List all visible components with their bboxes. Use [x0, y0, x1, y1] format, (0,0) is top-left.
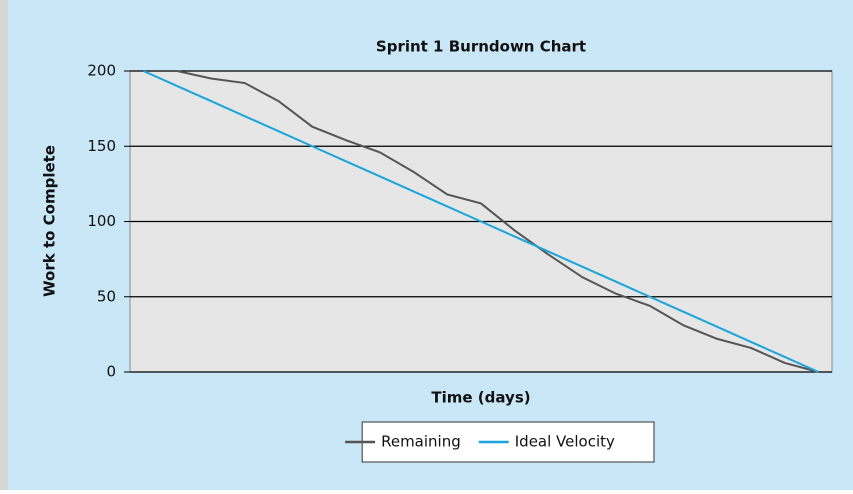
- y-axis-label: Work to Complete: [41, 145, 59, 297]
- x-axis-label: Time (days): [431, 389, 530, 407]
- y-tick-label: 200: [87, 62, 116, 80]
- series-line: [143, 70, 819, 373]
- legend-label: Ideal Velocity: [515, 433, 615, 451]
- chart-title: Sprint 1 Burndown Chart: [376, 38, 586, 56]
- y-tick-label: 100: [87, 212, 116, 230]
- y-tick-label: 150: [87, 137, 116, 155]
- series-line: [143, 70, 819, 373]
- left-strip: [0, 0, 8, 490]
- legend: Remaining Ideal Velocity: [345, 421, 655, 463]
- legend-label: Remaining: [381, 433, 461, 451]
- y-tick-label: 0: [106, 363, 116, 381]
- y-tick-label: 50: [97, 287, 116, 305]
